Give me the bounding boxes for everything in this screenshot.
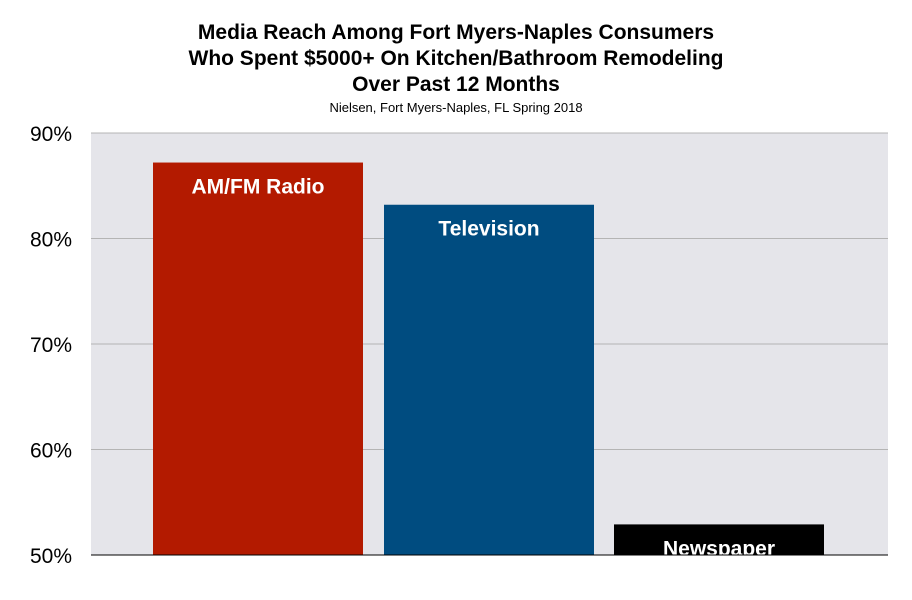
bar-television — [384, 204, 594, 556]
bar-label: AM/FM Radio — [192, 176, 325, 199]
y-axis-tick-labels: 50% 60% 70% 80% 90% — [30, 123, 72, 568]
chart-title-line-3: Over Past 12 Months — [352, 73, 560, 96]
y-tick-label: 70% — [30, 334, 72, 357]
y-tick-label: 90% — [30, 123, 72, 146]
chart-title-line-1: Media Reach Among Fort Myers-Naples Cons… — [197, 21, 715, 44]
bars: AM/FM Radio Television Newspaper — [153, 162, 824, 560]
bar-newspaper — [614, 524, 824, 555]
y-tick-label: 60% — [30, 440, 72, 463]
chart-subtitle: Nielsen, Fort Myers-Naples, FL Spring 20… — [329, 100, 583, 115]
chart-title-line-2: Who Spent $5000+ On Kitchen/Bathroom Rem… — [188, 47, 724, 70]
y-tick-label: 80% — [30, 229, 72, 252]
chart-header: Media Reach Among Fort Myers-Naples Cons… — [0, 20, 912, 117]
bar-label: Newspaper — [663, 537, 775, 560]
y-tick-label: 50% — [30, 545, 72, 568]
bar-label: Television — [438, 218, 539, 241]
bar-am-fm-radio — [153, 162, 363, 556]
